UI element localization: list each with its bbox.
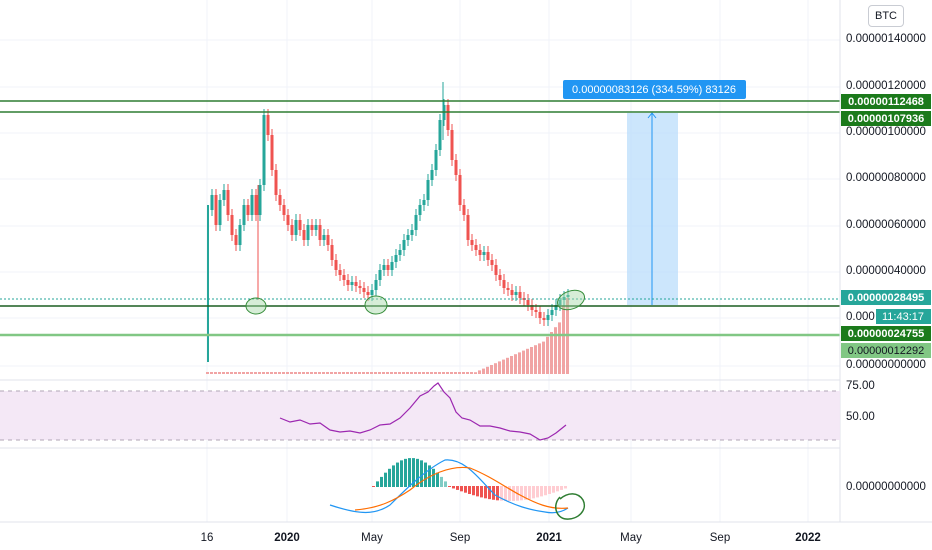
price-tick: 0.00000100000	[846, 126, 926, 138]
time-tick: May	[620, 532, 642, 544]
measure-label: 0.00000083126 (334.59%) 83126	[572, 84, 736, 96]
indicator-axis[interactable]: 75.00 50.00 0.00000000000	[846, 380, 926, 493]
macd-pane	[329, 458, 585, 520]
currency-badge[interactable]: BTC	[868, 5, 904, 27]
price-tick: 0.00000080000	[846, 172, 926, 184]
current-price-tag: 0.00000028495	[848, 292, 924, 304]
time-tick: Sep	[710, 532, 730, 544]
volume-value-tag: 0.00000012292	[848, 345, 924, 357]
rsi-line	[279, 382, 567, 441]
rsi-pane	[0, 382, 840, 441]
price-tick: 0.000	[846, 311, 875, 323]
signal-line	[354, 466, 569, 511]
chart-grid	[0, 0, 840, 522]
macd-annotation-circle	[555, 493, 585, 520]
price-range-measure-tool[interactable]: 0.00000083126 (334.59%) 83126	[563, 80, 746, 305]
time-tick: 2021	[536, 532, 562, 544]
macd-tick: 0.00000000000	[846, 481, 926, 493]
price-tick: 0.00000000000	[846, 359, 926, 371]
time-tick: May	[361, 532, 383, 544]
time-tick: 2022	[795, 532, 821, 544]
rsi-tick: 75.00	[846, 380, 875, 392]
time-axis[interactable]: 16 2020 May Sep 2021 May Sep 2022	[201, 532, 821, 544]
upper-line-tag: 0.00000112468	[848, 96, 924, 108]
rsi-tick: 50.00	[846, 411, 875, 423]
macd-line	[329, 459, 569, 514]
time-tick: 16	[201, 532, 214, 544]
time-tick: 2020	[274, 532, 300, 544]
price-axis[interactable]: 0.00000140000 0.00000120000 0.0000010000…	[846, 33, 926, 371]
upper-line-2-tag: 0.00000107936	[848, 113, 924, 125]
lower-line-tag: 0.00000024755	[848, 328, 924, 340]
price-tags: 0.00000112468 0.00000107936 0.0000002849…	[841, 94, 931, 358]
price-tick: 0.00000140000	[846, 33, 926, 45]
time-tick: Sep	[450, 532, 470, 544]
horizontal-lines[interactable]	[0, 100, 840, 337]
price-tick: 0.00000040000	[846, 265, 926, 277]
countdown-tag: 11:43:17	[882, 311, 924, 323]
annotation-ellipses[interactable]	[245, 287, 587, 315]
price-tick: 0.00000120000	[846, 80, 926, 92]
candlestick-series	[207, 82, 570, 362]
price-tick: 0.00000060000	[846, 219, 926, 231]
